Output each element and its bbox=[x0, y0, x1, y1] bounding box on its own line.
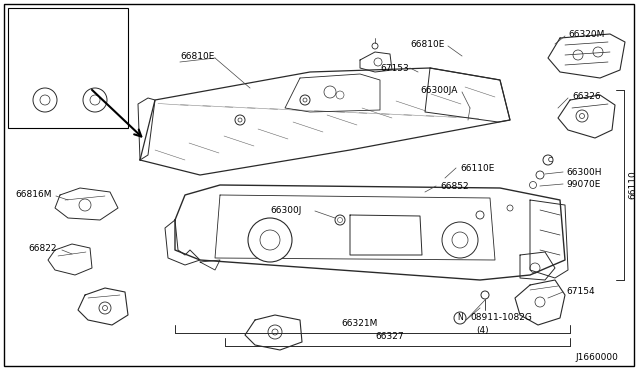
Text: C: C bbox=[548, 157, 552, 163]
Text: 66110E: 66110E bbox=[460, 164, 494, 173]
Circle shape bbox=[83, 88, 107, 112]
Text: 66320M: 66320M bbox=[568, 29, 604, 38]
Text: 66321M: 66321M bbox=[342, 319, 378, 328]
Polygon shape bbox=[530, 200, 568, 278]
Polygon shape bbox=[425, 68, 510, 122]
Polygon shape bbox=[40, 30, 100, 62]
Text: 66300H: 66300H bbox=[566, 167, 602, 176]
Polygon shape bbox=[175, 185, 565, 280]
Polygon shape bbox=[360, 52, 392, 72]
Polygon shape bbox=[515, 280, 565, 325]
Text: 66300J: 66300J bbox=[270, 205, 301, 215]
Circle shape bbox=[248, 218, 292, 262]
Polygon shape bbox=[22, 66, 32, 76]
Polygon shape bbox=[78, 288, 128, 325]
Text: 99070E: 99070E bbox=[566, 180, 600, 189]
Polygon shape bbox=[140, 68, 510, 175]
Text: 66822: 66822 bbox=[28, 244, 56, 253]
Polygon shape bbox=[245, 315, 302, 350]
Polygon shape bbox=[138, 98, 155, 160]
Text: 66816M: 66816M bbox=[15, 189, 51, 199]
Polygon shape bbox=[285, 74, 380, 112]
Text: 67154: 67154 bbox=[566, 288, 595, 296]
Text: N: N bbox=[457, 314, 463, 323]
Text: 66110: 66110 bbox=[628, 171, 637, 199]
Circle shape bbox=[442, 222, 478, 258]
Polygon shape bbox=[48, 244, 92, 275]
Polygon shape bbox=[165, 220, 200, 265]
Text: 66810E: 66810E bbox=[180, 51, 214, 61]
Bar bbox=[8, 8, 128, 128]
Polygon shape bbox=[20, 58, 118, 90]
Text: 67153: 67153 bbox=[380, 64, 409, 73]
Polygon shape bbox=[22, 72, 38, 88]
Circle shape bbox=[33, 88, 57, 112]
Text: 66326: 66326 bbox=[572, 92, 600, 100]
Text: 66300JA: 66300JA bbox=[420, 86, 458, 94]
Text: (4): (4) bbox=[476, 326, 488, 334]
Text: 08911-1082G: 08911-1082G bbox=[470, 314, 532, 323]
Text: J1660000: J1660000 bbox=[575, 353, 618, 362]
Polygon shape bbox=[558, 95, 615, 138]
Polygon shape bbox=[520, 252, 555, 280]
Text: 66810E: 66810E bbox=[410, 39, 444, 48]
Polygon shape bbox=[548, 34, 625, 78]
Circle shape bbox=[454, 312, 466, 324]
Text: 66327: 66327 bbox=[376, 332, 404, 341]
Polygon shape bbox=[55, 188, 118, 220]
Text: 66852: 66852 bbox=[440, 182, 468, 190]
